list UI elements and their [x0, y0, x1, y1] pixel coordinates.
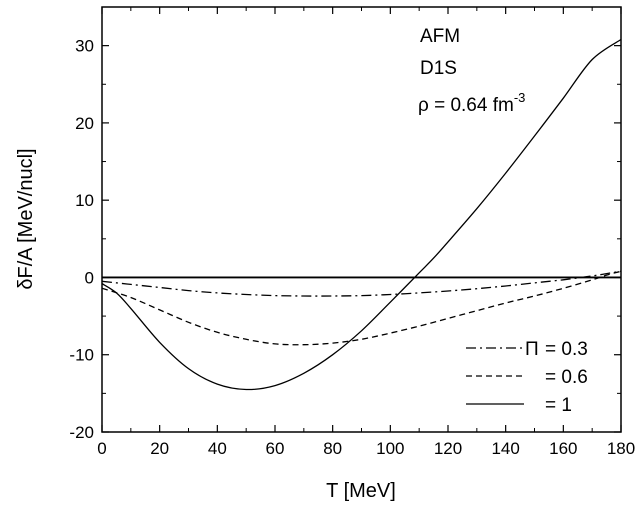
legend: Π = 0.3 = 0.6 = 1 — [466, 339, 588, 416]
x-tick-label: 120 — [434, 439, 462, 458]
series-line-0 — [101, 270, 622, 297]
annotation-density: ρ = 0.64 fm-3 — [418, 90, 525, 116]
y-tick-label: 10 — [75, 191, 94, 210]
annotation-afm: AFM — [420, 26, 460, 47]
annotation-d1s: D1S — [420, 58, 457, 79]
x-tick-label: 0 — [97, 439, 106, 458]
x-tick-label: 40 — [208, 439, 227, 458]
x-axis-ticks: 0 20 40 60 80 100 120 140 160 180 — [97, 7, 635, 458]
y-tick-label: 0 — [85, 268, 94, 287]
y-tick-label: 30 — [75, 37, 94, 56]
y-tick-label: -20 — [69, 423, 94, 442]
legend-label-0-3: = 0.3 — [545, 339, 588, 360]
x-axis-title: T [MeV] — [326, 480, 396, 502]
density-exponent: -3 — [514, 90, 526, 105]
legend-label-0-6: = 0.6 — [545, 367, 588, 388]
legend-label-1: = 1 — [545, 395, 572, 416]
x-tick-label: 100 — [376, 439, 404, 458]
series-line-2 — [101, 38, 622, 391]
x-tick-label: 180 — [607, 439, 635, 458]
y-tick-label: -10 — [69, 346, 94, 365]
series-line-1 — [101, 270, 622, 346]
series-layer — [101, 38, 622, 391]
plot-frame — [101, 6, 622, 433]
x-tick-label: 60 — [266, 439, 285, 458]
x-tick-label: 20 — [150, 439, 169, 458]
x-tick-label: 80 — [323, 439, 342, 458]
legend-symbol-pi: Π — [525, 339, 539, 360]
density-prefix: ρ = 0.64 fm — [418, 95, 514, 116]
y-tick-label: 20 — [75, 114, 94, 133]
x-tick-label: 160 — [549, 439, 577, 458]
y-axis-title: δF/A [MeV/nucl] — [15, 148, 37, 289]
x-tick-label: 140 — [491, 439, 519, 458]
y-axis-ticks: -20 -10 0 10 20 30 — [69, 37, 621, 442]
